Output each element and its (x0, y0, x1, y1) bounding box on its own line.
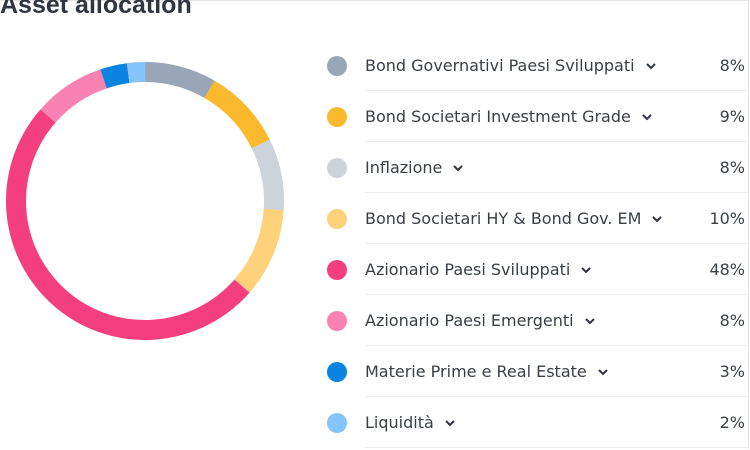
chevron-down-icon[interactable] (584, 315, 596, 327)
legend-item[interactable]: Materie Prime e Real Estate 3% (325, 346, 747, 397)
legend-percent: 8% (719, 311, 745, 330)
legend-color-dot (327, 157, 347, 178)
legend-item[interactable]: Bond Societari HY & Bond Gov. EM 10% (325, 193, 747, 244)
legend-item[interactable]: Bond Societari Investment Grade 9% (325, 91, 747, 142)
donut-slice[interactable] (251, 139, 284, 211)
legend-percent: 2% (719, 413, 745, 432)
divider (365, 294, 747, 295)
chevron-down-icon[interactable] (641, 111, 653, 123)
divider (365, 396, 747, 397)
legend-color-dot (327, 310, 347, 331)
divider (365, 243, 747, 244)
legend-label: Materie Prime e Real Estate (365, 362, 587, 381)
legend-color-dot (327, 55, 347, 76)
legend-label: Bond Governativi Paesi Sviluppati (365, 56, 635, 75)
legend-color-dot (327, 412, 347, 433)
legend-percent: 3% (719, 362, 745, 381)
divider (365, 345, 747, 346)
legend-label: Bond Societari HY & Bond Gov. EM (365, 209, 642, 228)
chevron-down-icon[interactable] (651, 213, 663, 225)
legend-color-dot (327, 361, 347, 382)
divider (365, 90, 747, 91)
chart-title: Asset allocation (0, 0, 192, 19)
donut-slice[interactable] (204, 80, 270, 149)
legend-label: Azionario Paesi Sviluppati (365, 260, 571, 279)
donut-slice[interactable] (144, 62, 215, 99)
donut-slice[interactable] (100, 63, 130, 89)
chevron-down-icon[interactable] (597, 366, 609, 378)
legend-percent: 10% (709, 209, 745, 228)
divider (365, 141, 747, 142)
legend-label: Inflazione (365, 158, 443, 177)
legend-item[interactable]: Bond Governativi Paesi Sviluppati 8% (325, 40, 747, 91)
legend-label: Azionario Paesi Emergenti (365, 311, 574, 330)
legend-color-dot (327, 208, 347, 229)
donut-slice[interactable] (126, 62, 146, 84)
legend-color-dot (327, 259, 347, 280)
chevron-down-icon[interactable] (452, 162, 464, 174)
legend-percent: 48% (709, 260, 745, 279)
legend-item[interactable]: Liquidità 2% (325, 397, 747, 448)
chevron-down-icon[interactable] (444, 417, 456, 429)
legend-label: Bond Societari Investment Grade (365, 107, 631, 126)
legend-color-dot (327, 106, 347, 127)
legend-item[interactable]: Azionario Paesi Emergenti 8% (325, 295, 747, 346)
donut-slice[interactable] (40, 69, 107, 123)
donut-chart (5, 62, 284, 341)
donut-slice[interactable] (234, 208, 284, 293)
donut-slice[interactable] (5, 109, 250, 341)
divider (365, 447, 747, 448)
legend-item[interactable]: Azionario Paesi Sviluppati 48% (325, 244, 747, 295)
legend: Bond Governativi Paesi Sviluppati 8% Bon… (325, 40, 747, 448)
legend-percent: 8% (719, 56, 745, 75)
chevron-down-icon[interactable] (645, 60, 657, 72)
divider (365, 192, 747, 193)
legend-percent: 8% (719, 158, 745, 177)
legend-percent: 9% (719, 107, 745, 126)
legend-item[interactable]: Inflazione 8% (325, 142, 747, 193)
legend-label: Liquidità (365, 413, 434, 432)
chevron-down-icon[interactable] (580, 264, 592, 276)
